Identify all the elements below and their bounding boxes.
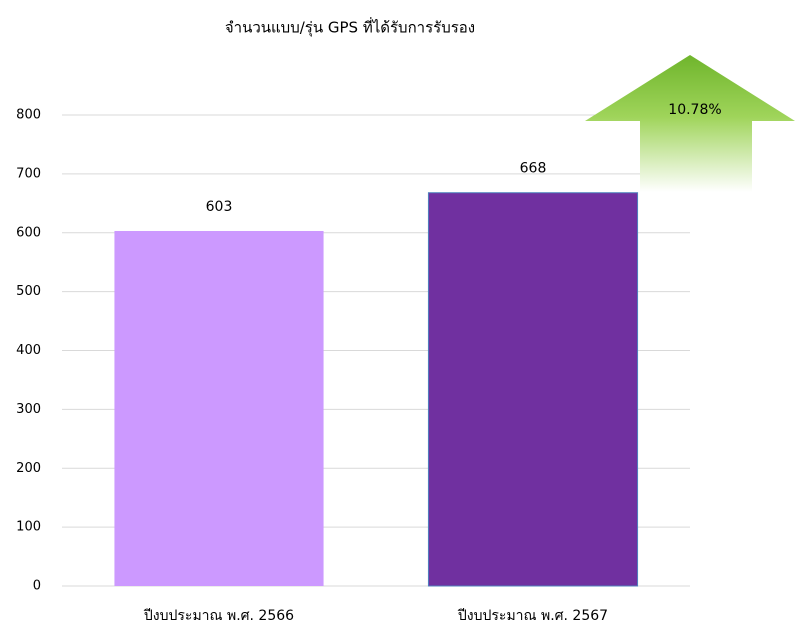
y-tick-label: 600 (16, 225, 41, 240)
y-tick-label: 300 (16, 402, 41, 417)
x-tick-label: ปีงบประมาณ พ.ศ. 2566 (143, 608, 294, 624)
x-tick-label: ปีงบประมาณ พ.ศ. 2567 (457, 608, 608, 624)
up-arrow (585, 55, 795, 192)
data-label: 668 (520, 161, 547, 177)
data-label: 603 (206, 199, 233, 215)
bar (427, 192, 639, 587)
y-tick-label: 0 (33, 579, 41, 594)
chart-title: จำนวนแบบ/รุ่น GPS ที่ได้รับการรับรอง (225, 17, 475, 38)
y-tick-label: 400 (16, 343, 41, 358)
y-tick-label: 500 (16, 284, 41, 299)
y-tick-label: 200 (16, 461, 41, 476)
y-tick-label: 700 (16, 166, 41, 181)
bar (114, 230, 324, 586)
y-tick-label: 800 (16, 108, 41, 123)
y-tick-label: 100 (16, 520, 41, 535)
annotation: 10.78% (668, 102, 721, 118)
